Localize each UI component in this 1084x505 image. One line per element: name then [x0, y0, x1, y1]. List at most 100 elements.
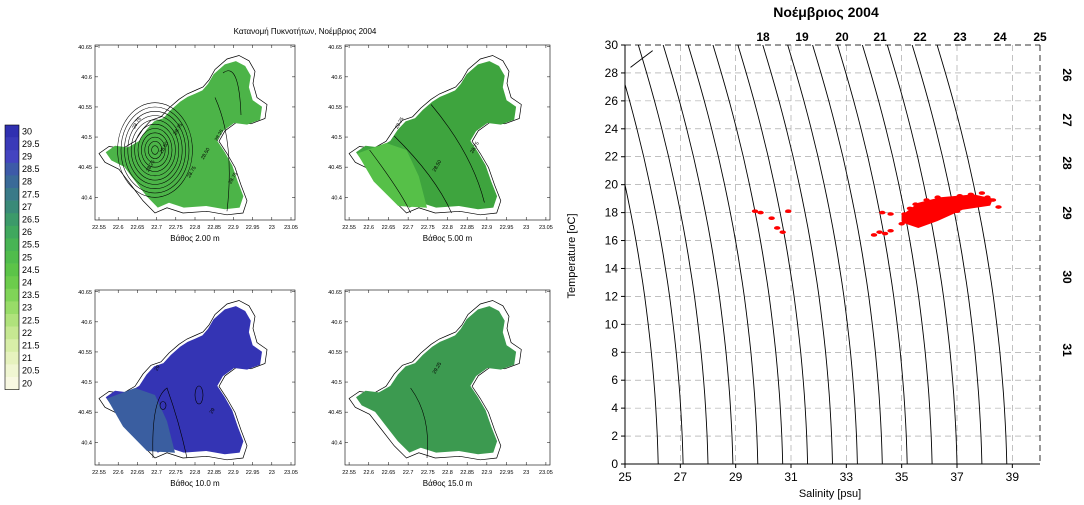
- density-label-top: 25: [1033, 30, 1047, 44]
- y-tick-label: 20: [605, 178, 619, 192]
- colorbar-swatch: [5, 314, 19, 327]
- contour-line: [393, 135, 452, 214]
- density-label-right: 27: [1060, 113, 1074, 127]
- y-tick-label: 16: [605, 234, 619, 248]
- y-tick-label: 40.6: [331, 320, 342, 326]
- data-point: [779, 230, 786, 234]
- x-tick-label: 22.8: [442, 225, 453, 231]
- density-label-top: 20: [835, 30, 849, 44]
- y-tick-label: 40.65: [78, 45, 92, 51]
- coastline: [98, 300, 268, 461]
- contour-label: 28.75: [228, 171, 240, 185]
- ts-title: Νοέμβριος 2004: [773, 4, 879, 20]
- contour-line: [214, 97, 230, 212]
- coastline: [348, 55, 522, 216]
- colorbar-tick-label: 25.5: [22, 240, 40, 250]
- x-tick-label: 22.95: [500, 225, 514, 231]
- contour-line: [144, 136, 166, 164]
- x-tick-label: 22.7: [151, 470, 162, 476]
- y-tick-label: 24: [605, 122, 619, 136]
- x-tick-label: 22.95: [500, 470, 514, 476]
- contour-label: 28.50: [432, 159, 444, 173]
- x-tick-label: 22.75: [169, 470, 183, 476]
- x-tick-label: 22.6: [113, 225, 124, 231]
- x-tick-label: 23: [269, 225, 275, 231]
- colorbar-swatch: [5, 200, 19, 214]
- isopycnal-line: [737, 45, 809, 464]
- colorbar-tick-label: 29.5: [22, 139, 40, 149]
- density-fill-secondary: [357, 143, 427, 208]
- colorbar-swatch: [5, 213, 19, 227]
- colorbar-tick-label: 29: [22, 152, 32, 162]
- colorbar-tick-label: 23.5: [22, 290, 40, 300]
- x-tick-label: 22.9: [482, 225, 493, 231]
- contour-line: [430, 104, 485, 203]
- ts-ylabel: Temperature [oC]: [566, 214, 578, 299]
- colorbar: 30 29.5 29 28.5 28 27.5 27 26.5 26 25.5 25 24.5 24 23…: [4, 124, 40, 390]
- data-point: [995, 205, 1002, 209]
- x-tick-label: 22.55: [92, 225, 106, 231]
- density-label-right: 31: [1060, 343, 1074, 357]
- x-tick-label: 23: [523, 225, 529, 231]
- density-label-right: 26: [1060, 68, 1074, 82]
- data-point: [757, 210, 764, 215]
- x-tick-label: 22.55: [342, 470, 356, 476]
- y-tick-label: 26: [605, 94, 619, 108]
- colorbar-tick-label: 21.5: [22, 341, 40, 351]
- y-tick-label: 40.45: [78, 165, 92, 171]
- colorbar-swatch: [5, 326, 19, 340]
- colorbar-tick-label: 30: [22, 126, 32, 136]
- panel-depth-label: Βάθος 2.00 m: [170, 234, 220, 243]
- panel-depth-label: Βάθος 5.00 m: [423, 234, 473, 243]
- x-tick-label: 37: [950, 470, 964, 484]
- grid: [624, 44, 1040, 465]
- contour-label: 28.25: [145, 159, 157, 173]
- colorbar-swatch: [5, 364, 19, 378]
- map-panel: 29.25 22.55 22.6 22.65 22.7 22.75 22.8 22.85 22.…: [328, 289, 553, 488]
- density-label-top: 19: [795, 30, 809, 44]
- contour-line: [134, 123, 176, 177]
- y-tick-label: 40.45: [328, 165, 342, 171]
- x-tick-label: 22.65: [382, 225, 396, 231]
- x-tick-label: 23.05: [539, 225, 553, 231]
- x-tick-label: 22.6: [363, 225, 374, 231]
- colorbar-tick-label: 20: [22, 378, 32, 388]
- colorbar-tick-label: 21: [22, 353, 32, 363]
- x-tick-label: 22.7: [403, 225, 414, 231]
- x-tick-label: 22.75: [421, 225, 435, 231]
- isopycnal-line: [837, 45, 908, 464]
- y-tick-label: 22: [605, 150, 619, 164]
- colorbar-swatch: [5, 137, 19, 151]
- x-tick-label: 22.95: [246, 225, 260, 231]
- x-tick-label: 22.8: [190, 225, 201, 231]
- colorbar-swatch: [5, 238, 19, 252]
- colorbar-tick-label: 26: [22, 227, 32, 237]
- y-tick-label: 40.4: [81, 440, 92, 446]
- colorbar-swatch: [5, 288, 19, 302]
- map-panel: 28.7528.2528.5028.7528.7528.5028.2528.75…: [78, 44, 298, 243]
- y-tick-label: 40.6: [81, 75, 92, 81]
- contour-line: [137, 128, 173, 172]
- isopycnal-line: [625, 82, 684, 464]
- x-tick-label: 35: [895, 470, 909, 484]
- y-tick-label: 40.5: [331, 380, 342, 386]
- density-label-right: 30: [1060, 270, 1074, 284]
- y-tick-label: 40.4: [331, 440, 342, 446]
- colorbar-tick-label: 23: [22, 303, 32, 313]
- x-tick-label: 22.7: [151, 225, 162, 231]
- y-tick-label: 28: [605, 66, 619, 80]
- x-tick-label: 22.6: [363, 470, 374, 476]
- isopycnal-line: [630, 50, 653, 68]
- density-label-top: 24: [993, 30, 1007, 44]
- data-point: [887, 212, 894, 216]
- x-tick-label: 22.9: [228, 225, 239, 231]
- contour-line: [152, 387, 188, 459]
- x-tick-label: 33: [840, 470, 854, 484]
- data-point: [887, 228, 894, 233]
- data-cluster: [901, 194, 993, 228]
- contours: 28.25 28.50 28.75: [369, 104, 485, 214]
- y-tick-label: 0: [611, 457, 618, 471]
- isopycnal-line: [861, 45, 933, 464]
- isopycnal-line: [911, 45, 983, 464]
- density-label-top: 23: [953, 30, 967, 44]
